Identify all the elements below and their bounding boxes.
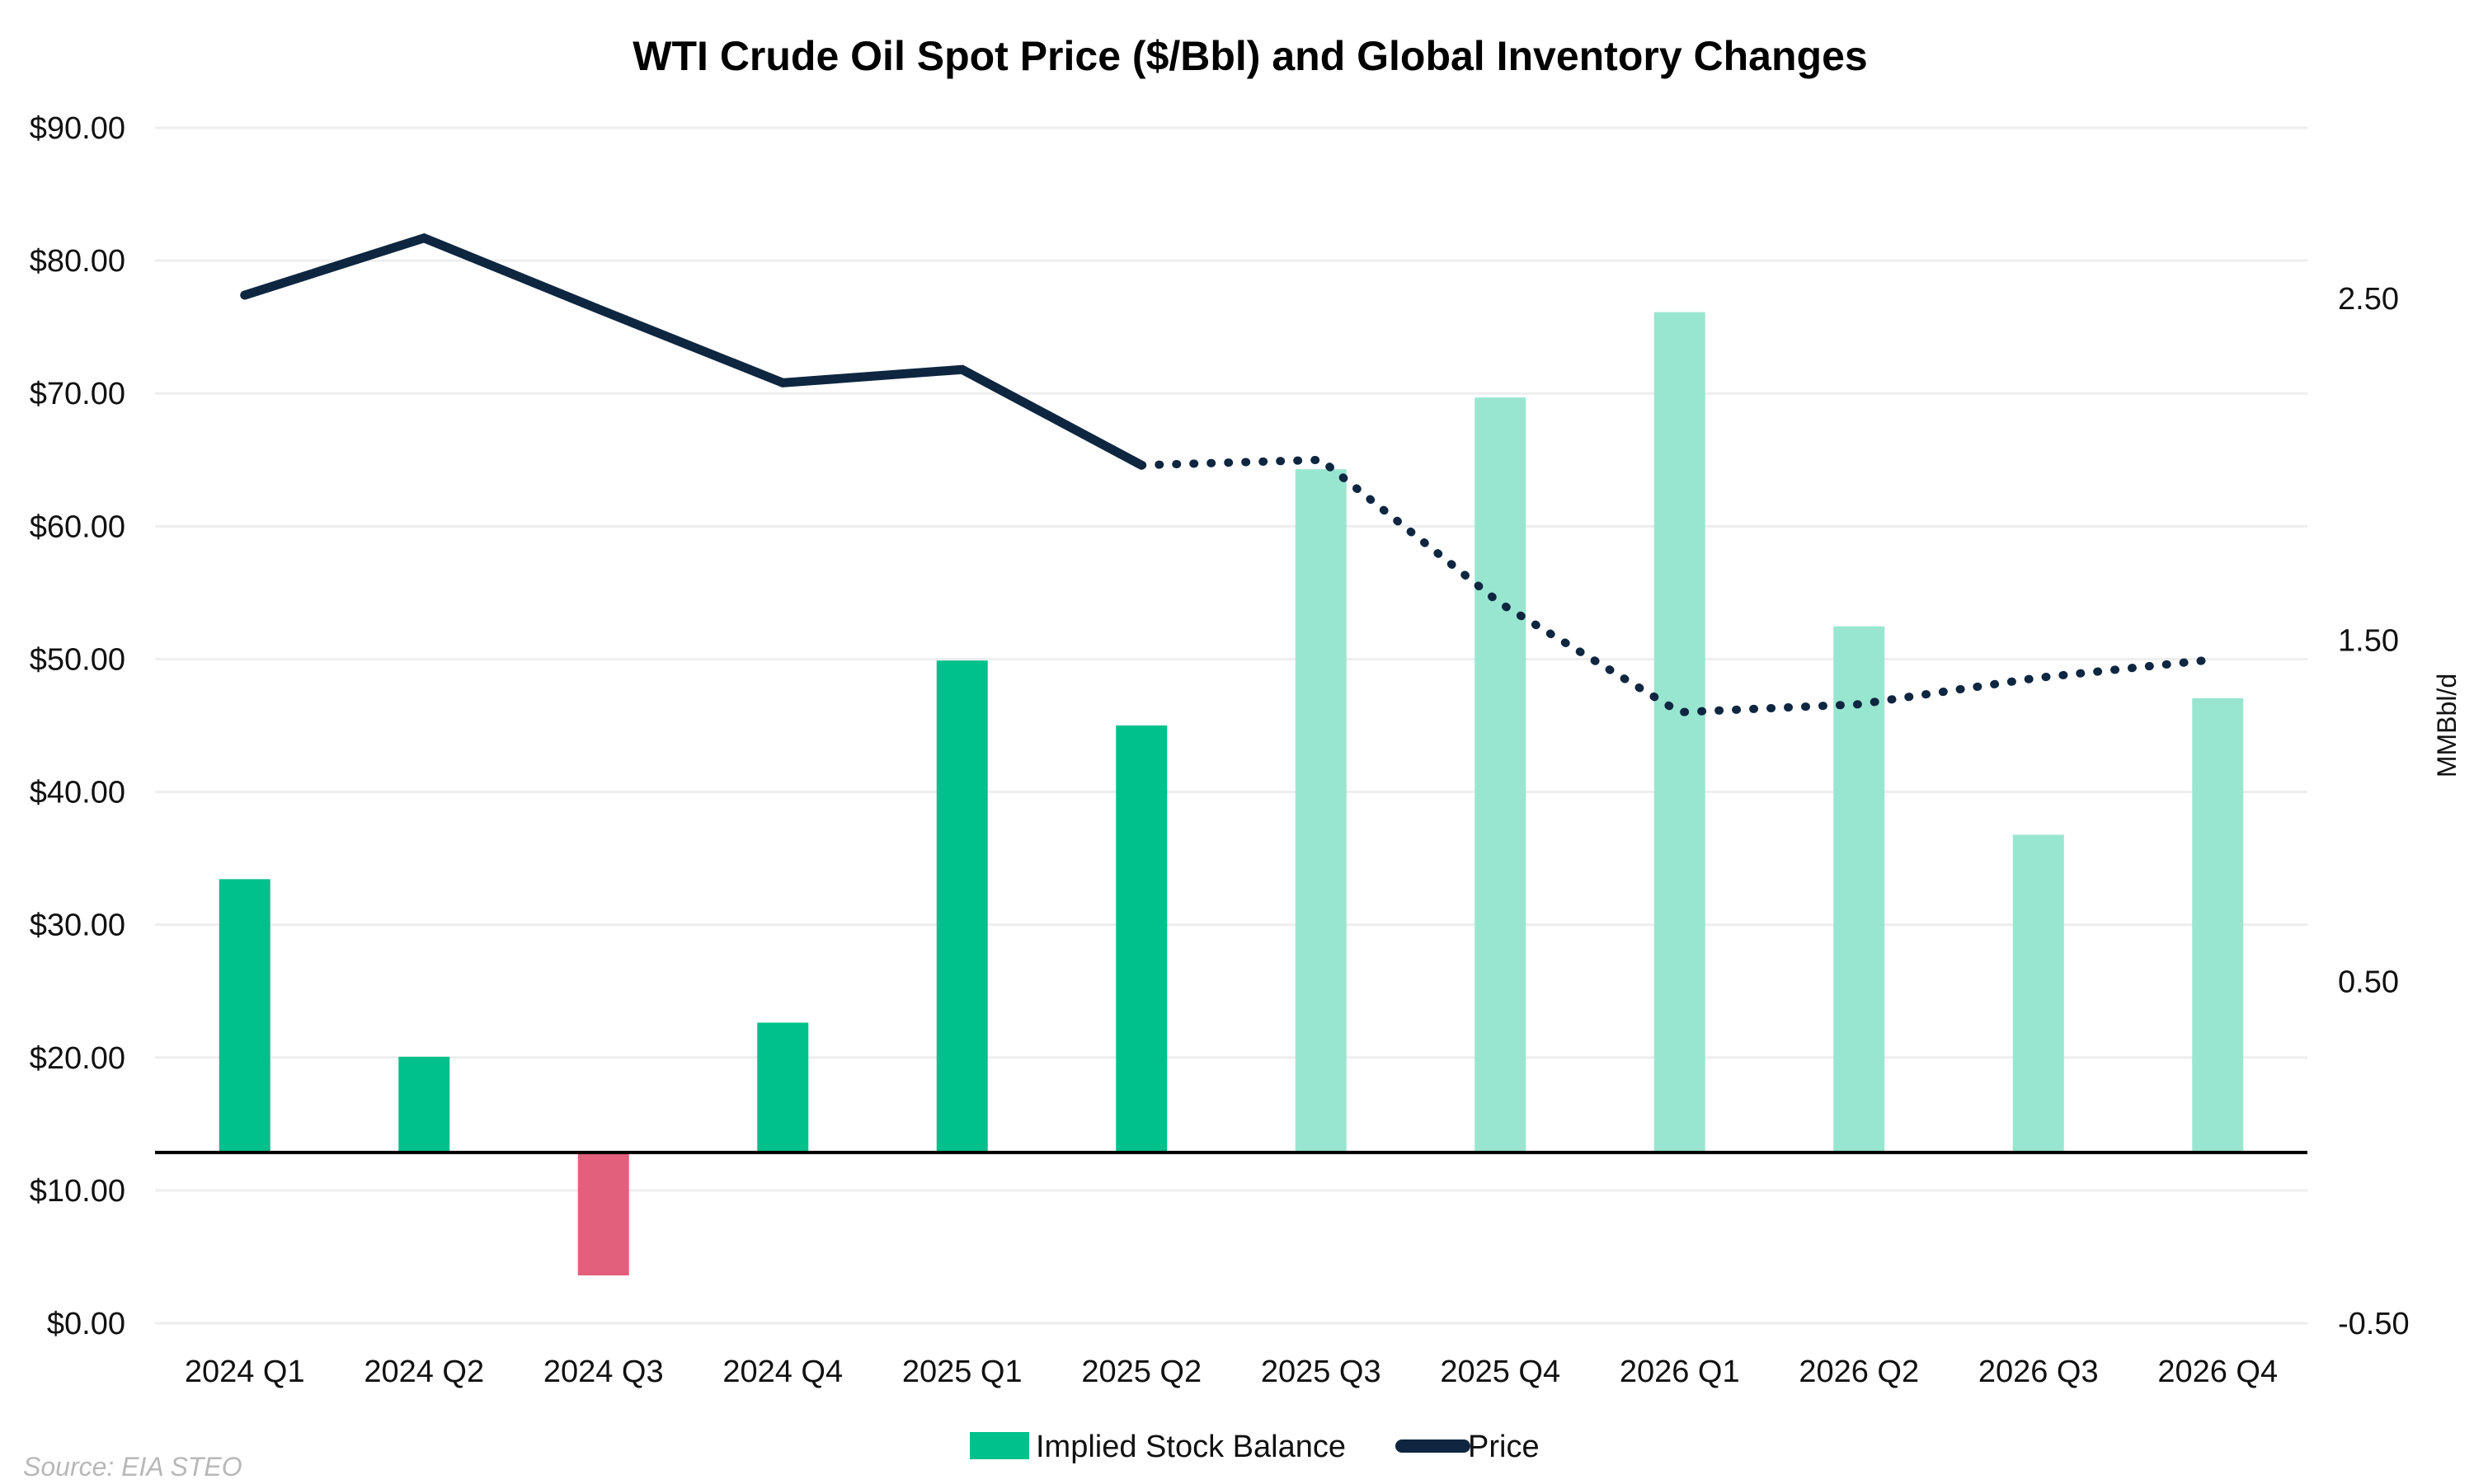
left-tick-label: $10.00 (30, 1174, 125, 1209)
x-tick-label: 2025 Q2 (1081, 1355, 1202, 1389)
x-axis-ticks: 2024 Q1 2024 Q2 2024 Q3 2024 Q4 2025 Q1 2025 … (185, 1355, 2278, 1389)
x-tick-label: 2026 Q1 (1620, 1355, 1740, 1389)
bar-2025-q4 (1475, 397, 1526, 1153)
x-tick-label: 2024 Q3 (543, 1355, 664, 1389)
left-axis-ticks: $0.00 $10.00 $20.00 $30.00 $40.00 $50.00 $60.0… (30, 111, 125, 1341)
legend: Implied Stock Balance Price (970, 1430, 1540, 1464)
price-line-actual (240, 232, 1146, 470)
right-tick-label: 1.50 (2338, 623, 2399, 658)
price-line-layer (240, 232, 2222, 716)
bar-2024-q3 (577, 1152, 629, 1275)
legend-label-implied-stock-balance: Implied Stock Balance (1036, 1430, 1346, 1464)
right-axis-label: MMBbl/d (2432, 674, 2462, 777)
bar-2026-q2 (1833, 626, 1885, 1153)
right-tick-label: 0.50 (2338, 965, 2399, 1000)
right-axis-ticks: -0.50 0.50 1.50 2.50 (2338, 282, 2410, 1341)
left-tick-label: $50.00 (30, 642, 125, 677)
grid-layer (155, 126, 2307, 1325)
bar-2025-q2 (1116, 725, 1168, 1153)
right-tick-label: 2.50 (2338, 282, 2399, 317)
left-tick-label: $90.00 (30, 111, 125, 146)
left-tick-label: $80.00 (30, 244, 125, 279)
left-tick-label: $20.00 (30, 1041, 125, 1076)
x-tick-label: 2026 Q2 (1799, 1355, 1919, 1389)
legend-label-price: Price (1468, 1430, 1540, 1464)
bar-2026-q1 (1653, 312, 1705, 1153)
x-tick-label: 2025 Q4 (1440, 1355, 1560, 1389)
bar-2024-q4 (757, 1022, 809, 1153)
x-tick-label: 2026 Q4 (2157, 1355, 2278, 1389)
right-tick-label: -0.50 (2338, 1307, 2410, 1341)
x-tick-label: 2024 Q4 (722, 1355, 843, 1389)
bar-layer (219, 312, 2244, 1275)
chart-title: WTI Crude Oil Spot Price ($/Bbl) and Glo… (633, 33, 1867, 79)
left-tick-label: $40.00 (30, 776, 125, 810)
bar-2024-q1 (219, 879, 270, 1153)
source-note: Source: EIA STEO (23, 1452, 242, 1482)
x-tick-label: 2025 Q1 (902, 1355, 1023, 1389)
bar-2024-q2 (398, 1056, 450, 1153)
bar-2025-q3 (1295, 469, 1347, 1153)
left-tick-label: $60.00 (30, 510, 125, 544)
x-tick-label: 2025 Q3 (1261, 1355, 1381, 1389)
left-tick-label: $0.00 (47, 1307, 125, 1341)
left-tick-label: $70.00 (30, 377, 125, 411)
left-tick-label: $30.00 (30, 909, 125, 943)
bar-2026-q4 (2192, 697, 2244, 1153)
x-tick-label: 2024 Q2 (364, 1355, 484, 1389)
x-tick-label: 2024 Q1 (185, 1355, 305, 1389)
bar-2025-q1 (936, 660, 988, 1153)
x-tick-label: 2026 Q3 (1978, 1355, 2099, 1389)
bar-2026-q3 (2012, 834, 2064, 1153)
legend-swatch-implied-stock-balance (970, 1432, 1029, 1459)
